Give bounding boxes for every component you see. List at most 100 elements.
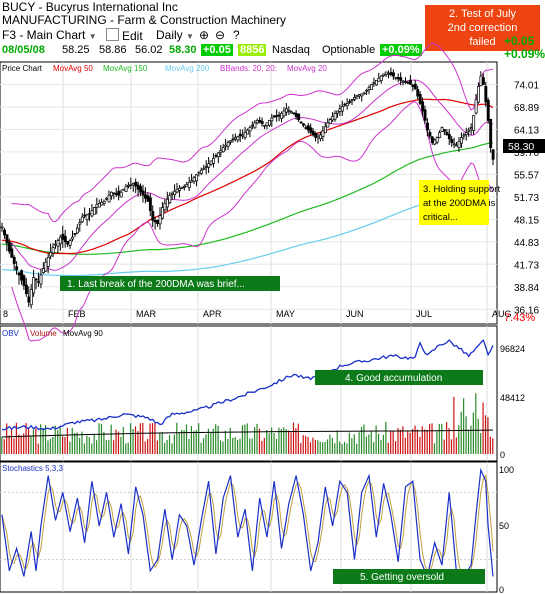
chart-select[interactable]: F3 - Main Chart ▼ xyxy=(2,28,97,42)
volume-bar xyxy=(322,442,324,454)
candle-body xyxy=(88,213,92,215)
volume-bar xyxy=(18,434,20,454)
y-tick-label: 74.01 xyxy=(514,80,539,91)
period-select[interactable]: Daily ▼ xyxy=(156,28,194,42)
volume-bar xyxy=(458,425,460,454)
volume-bar xyxy=(275,438,278,454)
volume-bar xyxy=(353,434,355,454)
annotation-2-line3: failed xyxy=(469,36,496,48)
candle-body xyxy=(226,142,230,147)
zoom-out-icon[interactable]: ⊖ xyxy=(215,28,226,42)
volume-bar xyxy=(134,426,137,454)
volume-bar xyxy=(295,428,297,454)
volume-bar xyxy=(132,429,134,454)
candle-body xyxy=(389,72,393,76)
mavg50-line xyxy=(2,98,494,255)
volume-bar xyxy=(411,428,414,454)
candle-body xyxy=(258,119,262,123)
candle-body xyxy=(467,129,471,132)
volume-bar xyxy=(188,438,190,454)
legend-volume: Volume xyxy=(30,329,57,338)
candle-body xyxy=(399,77,403,81)
volume-bar xyxy=(219,440,222,454)
bband-upper-line xyxy=(11,42,494,223)
volume-bar xyxy=(37,443,39,454)
quote-change: +0.05 xyxy=(201,44,233,56)
volume-bar xyxy=(234,436,236,454)
volume-bar xyxy=(15,422,17,454)
volume-bar xyxy=(394,441,397,454)
volume-bar xyxy=(168,435,171,454)
candle-body xyxy=(10,248,14,258)
volume-bar xyxy=(492,438,494,454)
volume-bar xyxy=(419,436,421,454)
candle-body xyxy=(362,92,366,95)
volume-bar xyxy=(375,425,377,454)
annotation-1: 1. Last break of the 200DMA was brief... xyxy=(67,279,245,290)
volume-bar xyxy=(309,442,312,454)
candle-body xyxy=(12,256,16,264)
candle-body xyxy=(338,108,342,112)
edit-icon xyxy=(106,28,119,41)
volume-bar xyxy=(271,427,273,454)
candle-body xyxy=(71,236,75,240)
candle-body xyxy=(450,139,454,143)
last-price-box xyxy=(503,139,545,153)
candle-body xyxy=(17,272,21,276)
candle-body xyxy=(253,122,257,129)
candle-body xyxy=(348,101,352,103)
candle-body xyxy=(32,277,36,294)
y-tick-label: 51.73 xyxy=(514,193,539,204)
candle-body xyxy=(289,111,293,114)
candle-body xyxy=(221,147,225,153)
zoom-in-icon[interactable]: ⊕ xyxy=(199,28,210,42)
edit-button[interactable]: Edit xyxy=(106,28,143,43)
candle-body xyxy=(331,116,335,121)
volume-bar xyxy=(144,441,146,454)
candle-body xyxy=(413,83,417,90)
candle-body xyxy=(134,181,138,187)
candle-body xyxy=(443,129,446,132)
annotation-2-line2: 2nd correction xyxy=(447,22,518,34)
pct-change-label: 7.43% xyxy=(504,312,535,324)
volume-bar xyxy=(305,435,307,454)
candle-body xyxy=(377,77,381,82)
volume-bar xyxy=(8,435,10,454)
volume-bar xyxy=(453,396,455,454)
candle-body xyxy=(39,274,43,285)
candle-body xyxy=(277,114,281,117)
volume-bar xyxy=(149,423,151,454)
volume-bar xyxy=(489,436,491,454)
mavg150-line xyxy=(1,142,494,255)
candle-body xyxy=(54,243,58,246)
help-icon[interactable]: ? xyxy=(233,28,240,42)
volume-bar xyxy=(6,423,8,454)
volume-bar xyxy=(424,429,426,454)
candle-body xyxy=(182,185,186,188)
volume-bar xyxy=(113,440,115,454)
volume-bar xyxy=(81,431,83,454)
volume-bar xyxy=(460,411,462,454)
candle-body xyxy=(474,99,478,114)
quote-open: 58.25 xyxy=(62,44,90,56)
candle-body xyxy=(350,99,354,102)
volume-bar xyxy=(200,442,202,454)
x-tick-label: APR xyxy=(203,309,222,319)
volume-bar xyxy=(290,432,292,454)
volume-bar xyxy=(130,423,132,454)
volume-bar xyxy=(482,402,484,454)
y-tick-label: 59.70 xyxy=(514,148,539,159)
volume-bar xyxy=(319,441,321,454)
y-tick-label: 36.16 xyxy=(514,305,539,316)
volume-bar xyxy=(246,423,248,454)
volume-bar xyxy=(147,438,149,454)
volume-bar xyxy=(426,429,428,454)
candle-body xyxy=(175,188,179,193)
candle-body xyxy=(168,194,172,204)
candle-body xyxy=(418,94,422,104)
volume-bar xyxy=(103,431,105,454)
candle-body xyxy=(178,187,181,191)
mavg20-line xyxy=(11,79,494,271)
volume-bar xyxy=(448,428,450,454)
